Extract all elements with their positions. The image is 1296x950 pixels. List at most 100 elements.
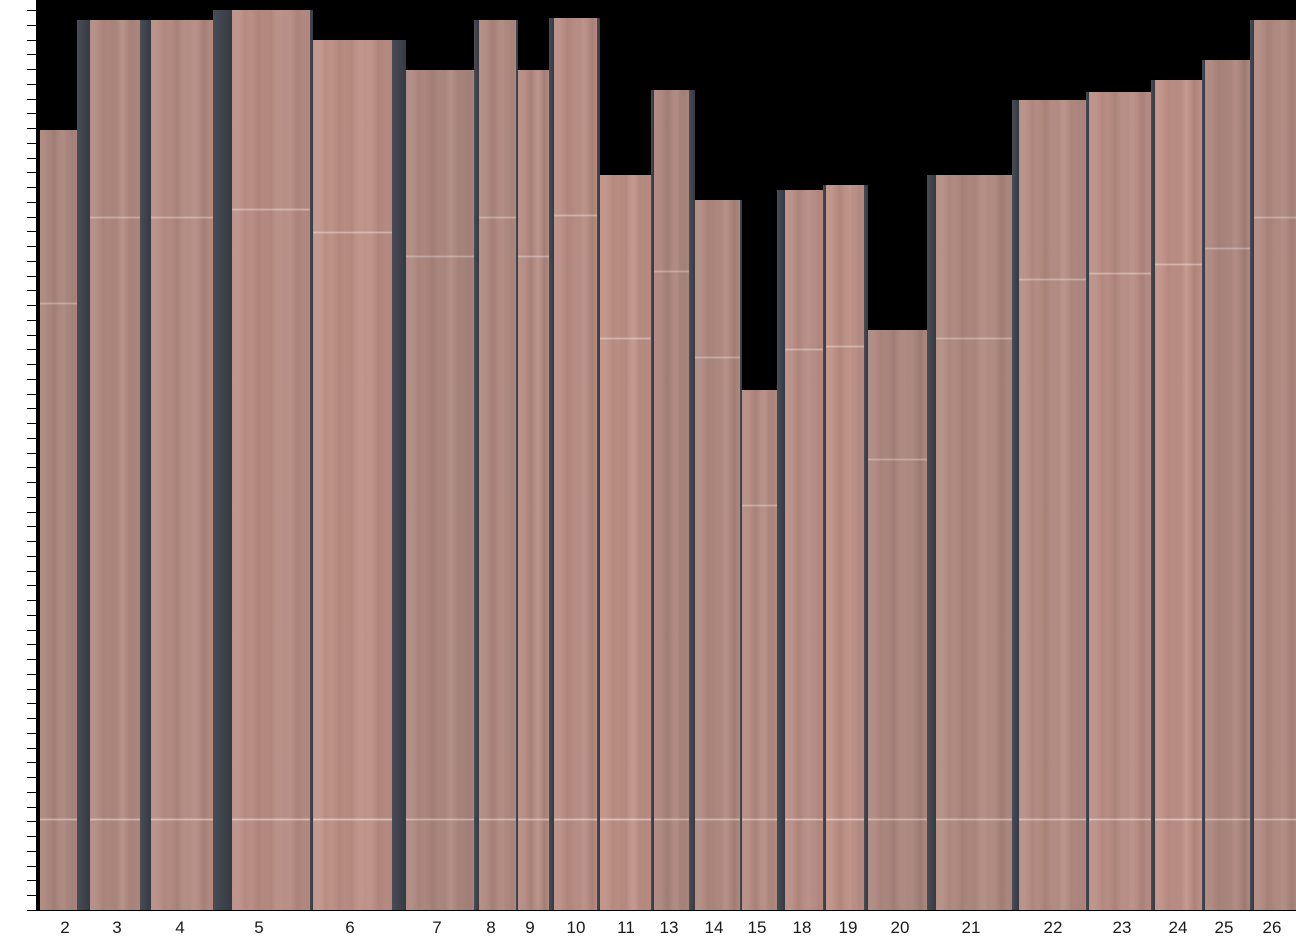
y-axis-tick [27, 807, 36, 808]
y-axis-tick [27, 630, 36, 631]
bar-seam-line [313, 818, 392, 821]
bar-seam-line [600, 337, 651, 340]
bar-seam-line [742, 504, 777, 507]
bar-seam-line [1155, 263, 1202, 266]
y-axis-tick [27, 438, 36, 439]
y-axis-tick [27, 615, 36, 616]
x-axis-tick-label: 4 [175, 918, 185, 937]
y-axis-tick [27, 585, 36, 586]
y-axis-tick [27, 526, 36, 527]
y-axis-tick [27, 659, 36, 660]
bar-gap [1250, 20, 1254, 910]
y-axis-tick [27, 99, 36, 100]
x-axis-tick-label: 22 [1043, 918, 1063, 937]
y-axis-tick [27, 305, 36, 306]
bar[interactable] [232, 10, 310, 910]
y-axis-tick [27, 217, 36, 218]
x-axis-tick-label: 24 [1168, 918, 1188, 937]
y-axis-tick [27, 69, 36, 70]
bar[interactable] [313, 40, 392, 910]
x-axis-tick-label: 7 [432, 918, 442, 937]
bar-seam-line [600, 818, 651, 821]
bar[interactable] [600, 175, 651, 910]
y-axis-tick [27, 512, 36, 513]
y-axis-tick [27, 910, 36, 911]
bar-seam-line [695, 818, 740, 821]
x-axis-tick-label: 26 [1262, 918, 1282, 937]
bar[interactable] [826, 185, 864, 910]
y-axis-tick [27, 571, 36, 572]
y-axis-tick [27, 290, 36, 291]
y-axis-tick [27, 718, 36, 719]
y-axis-tick [27, 143, 36, 144]
bar[interactable] [90, 20, 140, 910]
x-axis-tick-label: 25 [1214, 918, 1234, 937]
bar-gap [740, 200, 742, 910]
bar-gap [1086, 92, 1089, 910]
y-axis-tick [27, 482, 36, 483]
x-axis-tick-label: 15 [747, 918, 767, 937]
bar-gap [140, 20, 151, 910]
bar[interactable] [406, 70, 474, 910]
bar[interactable] [868, 330, 927, 910]
y-axis-tick [27, 276, 36, 277]
bar-gap [1012, 100, 1019, 910]
y-axis-tick [27, 821, 36, 822]
bar[interactable] [695, 200, 740, 910]
bar[interactable] [742, 390, 777, 910]
y-axis-tick [27, 895, 36, 896]
bar[interactable] [1155, 80, 1202, 910]
bar-gap [777, 190, 785, 910]
bar-seam-line [695, 356, 740, 359]
bar-seam-line [785, 348, 823, 351]
bar-gap [516, 20, 518, 910]
bar-gap [474, 20, 479, 910]
bar-seam-line [654, 818, 689, 821]
y-axis-tick [27, 10, 36, 11]
bar-seam-line [554, 818, 597, 821]
y-axis-tick [27, 866, 36, 867]
y-axis-tick [27, 556, 36, 557]
bar-seam-line [1155, 818, 1202, 821]
bar[interactable] [479, 20, 516, 910]
bar-seam-line [1089, 272, 1151, 275]
bar-seam-line [40, 302, 77, 305]
y-axis-tick [27, 40, 36, 41]
bar[interactable] [1089, 92, 1151, 910]
bar-gap [310, 10, 313, 910]
bar-seam-line [518, 818, 549, 821]
bar-gap [689, 90, 695, 910]
bar-seam-line [518, 255, 549, 258]
y-axis-tick [27, 25, 36, 26]
bar-seam-line [151, 818, 213, 821]
bar-seam-line [868, 818, 927, 821]
y-axis-tick [27, 261, 36, 262]
bar[interactable] [1205, 60, 1250, 910]
bar[interactable] [40, 130, 77, 910]
bar-seam-line [151, 216, 213, 219]
x-axis-tick-label: 18 [792, 918, 812, 937]
bar[interactable] [654, 90, 689, 910]
bar[interactable] [936, 175, 1012, 910]
y-axis-tick [27, 128, 36, 129]
x-axis-tick-label: 9 [525, 918, 535, 937]
bar[interactable] [1019, 100, 1086, 910]
y-axis-tick [27, 497, 36, 498]
x-axis-tick-label: 8 [486, 918, 496, 937]
bar[interactable] [785, 190, 823, 910]
bar[interactable] [151, 20, 213, 910]
bar-seam-line [479, 818, 516, 821]
y-axis-tick [27, 394, 36, 395]
x-axis-tick-label: 20 [890, 918, 910, 937]
bar[interactable] [518, 70, 549, 910]
bar[interactable] [1254, 20, 1296, 910]
bar-seam-line [826, 818, 864, 821]
bar[interactable] [554, 18, 597, 910]
bar-gap [823, 185, 826, 910]
y-axis-tick [27, 231, 36, 232]
y-axis-tick [27, 880, 36, 881]
bar-seam-line [1019, 278, 1086, 281]
bar-seam-line [1205, 818, 1250, 821]
y-axis-tick [27, 689, 36, 690]
bar-seam-line [554, 214, 597, 217]
